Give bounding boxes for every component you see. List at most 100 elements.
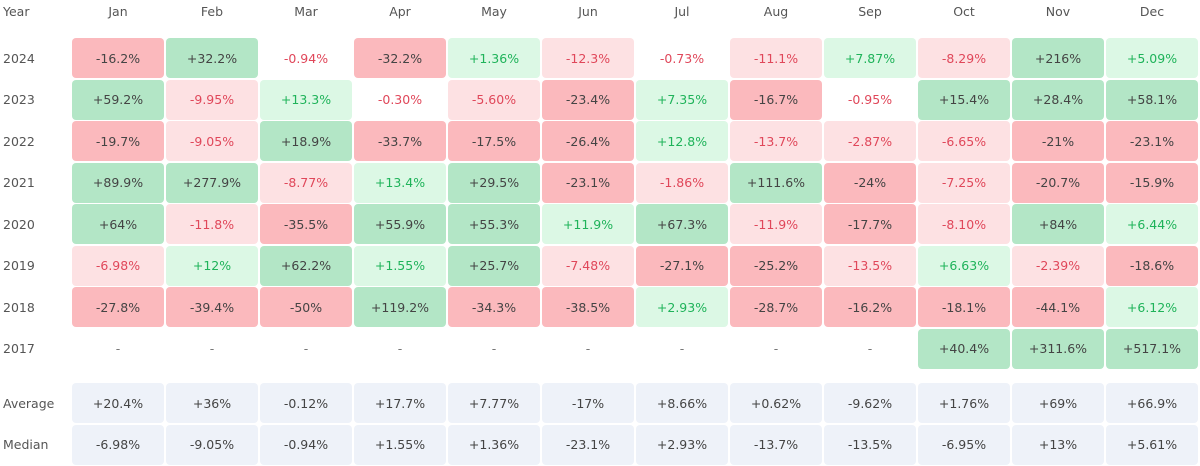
return-cell: -6.65% [918, 121, 1010, 161]
return-cell: -35.5% [260, 204, 352, 244]
return-cell: +2.93% [636, 287, 728, 327]
summary-cell: +5.61% [1106, 424, 1198, 465]
return-cell: -33.7% [354, 121, 446, 161]
month-header: Nov [1045, 3, 1071, 19]
return-cell: -8.29% [918, 38, 1010, 78]
return-cell: +119.2% [354, 287, 446, 327]
month-header: Jun [578, 3, 598, 19]
return-cell: +25.7% [448, 245, 540, 286]
return-cell: -7.25% [918, 162, 1010, 203]
month-header: Feb [200, 3, 224, 19]
summary-cell: +7.77% [448, 383, 540, 423]
year-header: Year [3, 3, 30, 19]
month-header: Mar [294, 3, 318, 19]
return-cell: - [585, 341, 591, 356]
summary-cell: -9.05% [166, 424, 258, 465]
return-cell: +55.9% [354, 204, 446, 244]
return-cell: -1.86% [636, 162, 728, 203]
summary-cell: -23.1% [542, 424, 634, 465]
summary-cell: -13.7% [730, 424, 822, 465]
return-cell: +32.2% [166, 38, 258, 78]
return-cell: -20.7% [1012, 162, 1104, 203]
return-cell: +111.6% [730, 162, 822, 203]
return-cell: -38.5% [542, 287, 634, 327]
return-cell: -13.7% [730, 121, 822, 161]
return-cell: -16.2% [824, 287, 916, 327]
return-cell: -17.5% [448, 121, 540, 161]
return-cell: +7.35% [636, 79, 728, 120]
return-cell: +7.87% [824, 38, 916, 78]
return-cell: +6.44% [1106, 204, 1198, 244]
summary-cell: +1.76% [918, 383, 1010, 423]
month-header: Jul [674, 3, 690, 19]
return-cell: +29.5% [448, 162, 540, 203]
return-cell: +6.63% [918, 245, 1010, 286]
return-cell: +62.2% [260, 245, 352, 286]
return-cell: - [773, 341, 779, 356]
month-header: Aug [763, 3, 789, 19]
return-cell: -15.9% [1106, 162, 1198, 203]
summary-cell: -17% [542, 383, 634, 423]
return-cell: +216% [1012, 38, 1104, 78]
summary-cell: -13.5% [824, 424, 916, 465]
return-cell: +84% [1012, 204, 1104, 244]
return-cell: -23.1% [1106, 121, 1198, 161]
return-cell: +12% [166, 245, 258, 286]
return-cell: -8.77% [260, 162, 352, 203]
year-label: 2022 [3, 133, 35, 149]
summary-cell: +0.62% [730, 383, 822, 423]
return-cell: - [867, 341, 873, 356]
return-cell: -12.3% [542, 38, 634, 78]
return-cell: -18.6% [1106, 245, 1198, 286]
return-cell: - [115, 341, 121, 356]
return-cell: +40.4% [918, 328, 1010, 369]
return-cell: -16.2% [72, 38, 164, 78]
month-header: Apr [389, 3, 411, 19]
return-cell: -5.60% [448, 79, 540, 120]
summary-cell: +69% [1012, 383, 1104, 423]
summary-cell: +1.36% [448, 424, 540, 465]
return-cell: +517.1% [1106, 328, 1198, 369]
summary-cell: +66.9% [1106, 383, 1198, 423]
return-cell: -27.1% [636, 245, 728, 286]
return-cell: -24% [824, 162, 916, 203]
return-cell: +64% [72, 204, 164, 244]
summary-label: Median [3, 437, 49, 452]
return-cell: - [303, 341, 309, 356]
month-header: Oct [953, 3, 975, 19]
summary-cell: +1.55% [354, 424, 446, 465]
return-cell: -0.73% [659, 50, 705, 66]
return-cell: -9.95% [166, 79, 258, 120]
return-cell: - [491, 341, 497, 356]
return-cell: +59.2% [72, 79, 164, 120]
return-cell: +89.9% [72, 162, 164, 203]
return-cell: -25.2% [730, 245, 822, 286]
return-cell: +58.1% [1106, 79, 1198, 120]
summary-cell: +13% [1012, 424, 1104, 465]
summary-cell: +17.7% [354, 383, 446, 423]
return-cell: -9.05% [166, 121, 258, 161]
return-cell: +28.4% [1012, 79, 1104, 120]
summary-cell: -6.98% [72, 424, 164, 465]
summary-cell: +36% [166, 383, 258, 423]
return-cell: -26.4% [542, 121, 634, 161]
year-label: 2019 [3, 258, 35, 273]
return-cell: -27.8% [72, 287, 164, 327]
return-cell: -2.39% [1012, 245, 1104, 286]
return-cell: +6.12% [1106, 287, 1198, 327]
return-cell: +1.36% [448, 38, 540, 78]
return-cell: -19.7% [72, 121, 164, 161]
return-cell: +277.9% [166, 162, 258, 203]
summary-cell: +20.4% [72, 383, 164, 423]
return-cell: -50% [260, 287, 352, 327]
month-header: Sep [858, 3, 882, 19]
return-cell: -2.87% [824, 121, 916, 161]
summary-cell: -6.95% [918, 424, 1010, 465]
return-cell: +18.9% [260, 121, 352, 161]
return-cell: -39.4% [166, 287, 258, 327]
return-cell: -28.7% [730, 287, 822, 327]
summary-label: Average [3, 395, 55, 411]
return-cell: -23.4% [542, 79, 634, 120]
summary-cell: -0.94% [260, 424, 352, 465]
